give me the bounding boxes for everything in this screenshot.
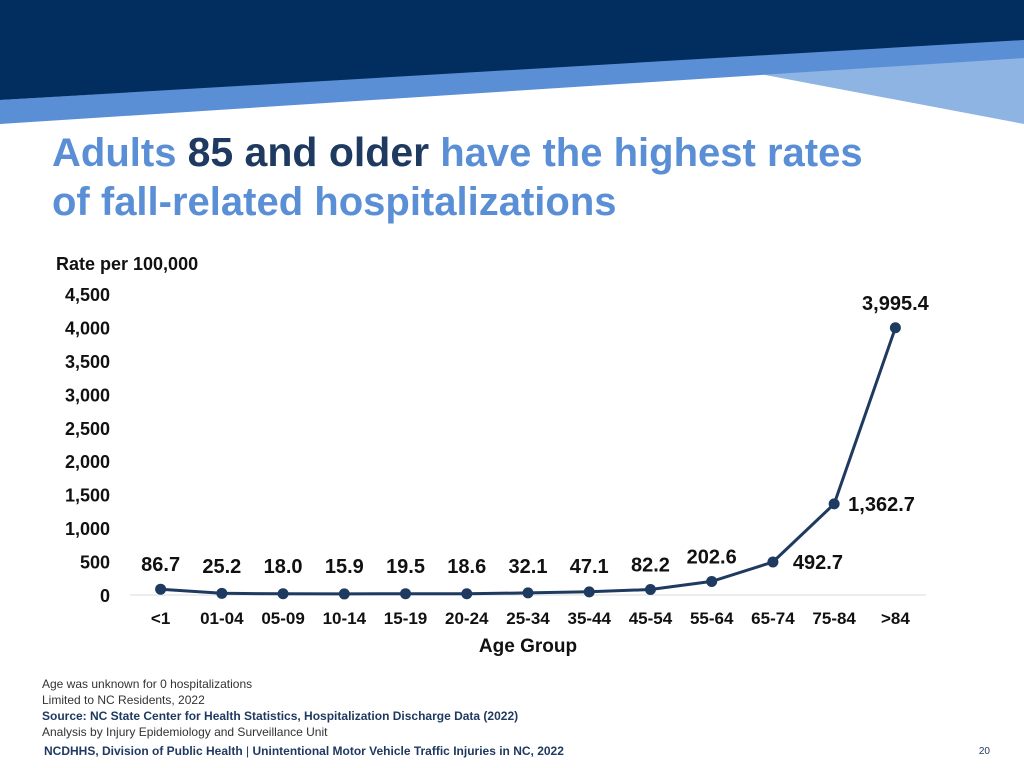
x-tick-label: 45-54: [629, 609, 673, 628]
slide-title: Adults 85 and older have the highest rat…: [52, 128, 992, 227]
x-tick-label: 10-14: [323, 609, 367, 628]
x-tick-label: 55-64: [690, 609, 734, 628]
footnote-analysis: Analysis by Injury Epidemiology and Surv…: [42, 725, 328, 739]
header-banner: [0, 0, 1024, 124]
data-label: 19.5: [386, 556, 425, 578]
y-axis-title: Rate per 100,000: [56, 254, 198, 274]
data-point: [155, 583, 167, 595]
data-point: [706, 575, 718, 587]
title-part-hospitalizations: of fall-related hospitalizations: [52, 180, 617, 224]
title-part-age-emphasis: 85 and older: [187, 129, 430, 175]
data-point: [889, 322, 901, 334]
data-point: [338, 588, 350, 600]
footnote-residents: Limited to NC Residents, 2022: [42, 693, 205, 707]
data-label: 82.2: [631, 555, 670, 577]
x-tick-label: 20-24: [445, 609, 489, 628]
x-tick-label: 75-84: [812, 609, 856, 628]
page-number: 20: [978, 746, 990, 757]
data-point: [828, 498, 840, 510]
data-label: 47.1: [570, 556, 609, 578]
footnotes: Age was unknown for 0 hospitalizations L…: [42, 676, 942, 740]
x-tick-label: 15-19: [384, 609, 427, 628]
footnote-unknown-age: Age was unknown for 0 hospitalizations: [42, 677, 253, 691]
y-tick-label: 3,000: [65, 385, 110, 405]
x-axis-ticks: <1 01-04 05-09 10-14 15-19 20-24 25-34 35-44 45-…: [151, 609, 910, 628]
x-tick-label: 25-34: [506, 609, 550, 628]
y-tick-label: 3,500: [65, 352, 110, 372]
x-tick-label: 65-74: [751, 609, 795, 628]
data-point: [583, 586, 595, 598]
y-tick-label: 0: [100, 586, 110, 606]
banner-mid-stripe: [0, 38, 1024, 124]
data-label: 32.1: [509, 556, 548, 578]
y-axis-ticks: 0 500 1,000 1,500 2,000 2,500 3,000 3,500 4,000 4…: [65, 285, 110, 606]
data-points: [155, 322, 901, 600]
x-axis-title: Age Group: [479, 636, 577, 657]
footer: NCDHHS, Division of Public Health | Unin…: [44, 744, 564, 758]
data-point: [767, 556, 779, 568]
data-label: 492.7: [793, 552, 843, 574]
x-tick-label: 35-44: [567, 609, 611, 628]
y-tick-label: 1,500: [65, 486, 110, 506]
line-chart: Rate per 100,000 0 500 1,000 1,500 2,000 2,50…: [56, 254, 930, 657]
data-label: 202.6: [687, 546, 737, 568]
x-tick-label: <1: [151, 609, 170, 628]
data-label: 86.7: [141, 554, 180, 576]
footer-org: NCDHHS, Division of Public Health: [44, 744, 243, 758]
footer-title: Unintentional Motor Vehicle Traffic Inju…: [252, 744, 564, 758]
data-label: 18.0: [264, 556, 303, 578]
y-tick-label: 500: [80, 553, 110, 573]
data-point: [400, 588, 412, 600]
y-tick-label: 4,000: [65, 318, 110, 338]
banner-dark-band: [0, 0, 1024, 100]
data-label: 18.6: [447, 556, 486, 578]
data-point: [216, 587, 228, 599]
y-tick-label: 2,500: [65, 419, 110, 439]
data-label: 3,995.4: [862, 293, 930, 315]
data-point: [522, 587, 534, 599]
x-tick-label: 01-04: [200, 609, 244, 628]
footnote-source: Source: NC State Center for Health Stati…: [42, 709, 519, 723]
data-labels: 86.7 25.2 18.0 15.9 19.5 18.6 32.1 47.1 82.2 202.…: [141, 293, 929, 578]
data-point: [461, 588, 473, 600]
data-label: 1,362.7: [848, 494, 915, 516]
x-tick-label: 05-09: [261, 609, 304, 628]
series-line: [160, 327, 897, 596]
data-label: 15.9: [325, 556, 364, 578]
title-part-highest-rates: have the highest rates: [440, 131, 863, 175]
title-part-adults: Adults: [52, 131, 177, 175]
data-point: [644, 584, 656, 596]
y-tick-label: 4,500: [65, 285, 110, 305]
x-tick-label: >84: [881, 609, 910, 628]
y-tick-label: 2,000: [65, 452, 110, 472]
footer-separator: |: [246, 744, 250, 758]
data-label: 25.2: [202, 556, 241, 578]
data-point: [277, 588, 289, 600]
y-tick-label: 1,000: [65, 519, 110, 539]
